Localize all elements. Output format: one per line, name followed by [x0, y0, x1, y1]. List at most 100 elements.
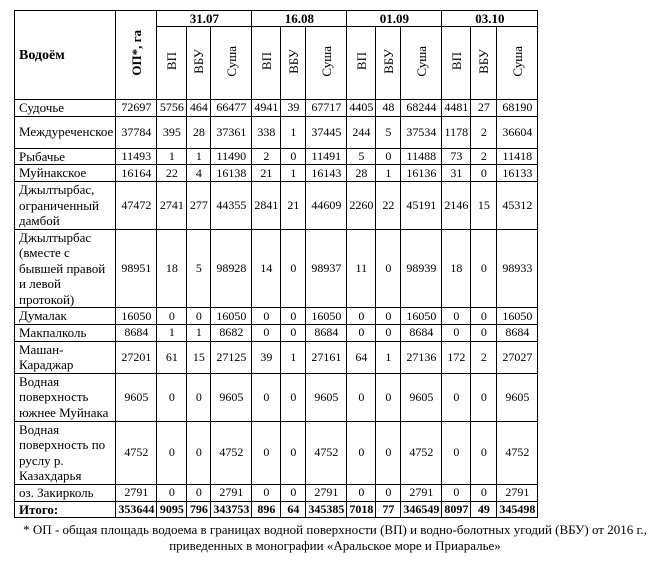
table-row: Джылтырбас, ограниченный дамбой 47472 2741…	[13, 181, 539, 230]
vp-cell: 73	[441, 147, 472, 165]
vp-cell: 0	[441, 307, 472, 325]
footnote-line: * ОП - общая площадь водоема в границах …	[23, 522, 647, 537]
vp-cell: 2260	[346, 181, 377, 230]
vp-cell: 0	[251, 420, 282, 485]
land-cell: 66477	[210, 99, 253, 117]
vp-cell: 2841	[251, 181, 282, 230]
vbu-cell: 0	[470, 420, 498, 485]
header-subcol: Суша	[496, 26, 539, 100]
vp-cell: 22	[156, 164, 188, 182]
vp-cell: 0	[346, 420, 377, 485]
land-cell: 2791	[305, 483, 348, 502]
water-body-name: Машан-Караджар	[13, 340, 117, 374]
land-cell: 27027	[496, 340, 539, 374]
header-subcol: ВП	[346, 26, 377, 100]
water-body-name: Макпалколь	[13, 324, 117, 342]
land-cell: 2791	[210, 483, 253, 502]
vbu-cell: 2	[470, 340, 498, 374]
water-body-name: Джылтырбас (вместе с бывшей правой и лев…	[13, 228, 117, 308]
vp-cell: 21	[251, 164, 282, 182]
vp-cell: 0	[156, 372, 188, 422]
land-cell: 8684	[305, 324, 348, 342]
header-subcol: ВБУ	[375, 26, 402, 100]
vp-cell: 896	[251, 500, 282, 518]
vbu-cell: 0	[375, 147, 402, 165]
vp-cell: 4405	[346, 99, 377, 117]
land-cell: 2791	[400, 483, 443, 502]
vbu-cell: 0	[280, 307, 307, 325]
land-cell: 9605	[210, 372, 253, 422]
vbu-cell: 1	[375, 340, 402, 374]
land-cell: 16050	[400, 307, 443, 325]
vbu-cell: 1	[186, 324, 212, 342]
land-cell: 45191	[400, 181, 443, 230]
land-cell: 2791	[496, 483, 539, 502]
land-cell: 16143	[305, 164, 348, 182]
vbu-cell: 1	[280, 115, 307, 149]
water-body-name: Думалак	[13, 307, 117, 325]
land-cell: 9605	[305, 372, 348, 422]
land-cell: 16050	[210, 307, 253, 325]
vbu-cell: 48	[375, 99, 402, 117]
vbu-cell: 0	[470, 307, 498, 325]
land-cell: 98939	[400, 228, 443, 308]
vp-cell: 0	[156, 420, 188, 485]
land-cell: 16050	[496, 307, 539, 325]
table-row: Водная поверхность по руслу р. Казахдарь…	[13, 420, 539, 485]
table-row: Машан-Караджар 27201 61 15 27125 39 1 27161 64 1 2…	[13, 340, 539, 374]
land-cell: 67717	[305, 99, 348, 117]
vp-cell: 395	[156, 115, 188, 149]
water-body-name: Водная поверхность южнее Муйнака	[13, 372, 117, 422]
land-cell: 98937	[305, 228, 348, 308]
vp-cell: 2	[251, 147, 282, 165]
table-row: Водная поверхность южнее Муйнака 9605 0 0 96…	[13, 372, 539, 422]
header-date: 31.07	[156, 10, 253, 27]
table-row: Думалак 16050 0 0 16050 0 0 16050 0 0 16050 0 0 16050	[13, 307, 539, 325]
land-cell: 4752	[400, 420, 443, 485]
vp-cell: 172	[441, 340, 472, 374]
land-cell: 345385	[305, 500, 348, 518]
vp-cell: 9095	[156, 500, 188, 518]
header-subcol: ВБУ	[280, 26, 307, 100]
vp-cell: 244	[346, 115, 377, 149]
vbu-cell: 0	[470, 483, 498, 502]
land-cell: 11418	[496, 147, 539, 165]
vbu-cell: 49	[470, 500, 498, 518]
land-cell: 8682	[210, 324, 253, 342]
land-cell: 16136	[400, 164, 443, 182]
header-date: 16.08	[251, 10, 348, 27]
vp-cell: 61	[156, 340, 188, 374]
vbu-cell: 0	[186, 372, 212, 422]
land-cell: 9605	[400, 372, 443, 422]
total-row: Итого: 353644 9095 796 343753 896 64 345385 7018…	[13, 500, 539, 518]
land-cell: 9605	[496, 372, 539, 422]
vbu-cell: 0	[470, 324, 498, 342]
vp-cell: 31	[441, 164, 472, 182]
land-cell: 16133	[496, 164, 539, 182]
vp-cell: 64	[346, 340, 377, 374]
vp-cell: 2146	[441, 181, 472, 230]
water-body-name: Муйнакское	[13, 164, 117, 182]
vbu-cell: 0	[280, 324, 307, 342]
land-cell: 4752	[210, 420, 253, 485]
land-cell: 4752	[305, 420, 348, 485]
header-name: Водоём	[13, 10, 117, 100]
water-body-name: Рыбачье	[13, 147, 117, 165]
vbu-cell: 0	[186, 307, 212, 325]
land-cell: 44609	[305, 181, 348, 230]
vbu-cell: 22	[375, 181, 402, 230]
header-subcol: ВП	[156, 26, 188, 100]
vp-cell: 2741	[156, 181, 188, 230]
header-date: 03.10	[441, 10, 539, 27]
vp-cell: 0	[251, 307, 282, 325]
vbu-cell: 4	[186, 164, 212, 182]
header-subcol: ВП	[441, 26, 472, 100]
header-area: ОП*, га	[115, 10, 158, 100]
vp-cell: 0	[346, 372, 377, 422]
area-cell: 16164	[115, 164, 158, 182]
vbu-cell: 0	[186, 483, 212, 502]
water-body-name: Водная поверхность по руслу р. Казахдарь…	[13, 420, 117, 485]
water-body-name: Междуреченское	[13, 115, 117, 149]
vp-cell: 0	[156, 483, 188, 502]
vp-cell: 0	[251, 324, 282, 342]
